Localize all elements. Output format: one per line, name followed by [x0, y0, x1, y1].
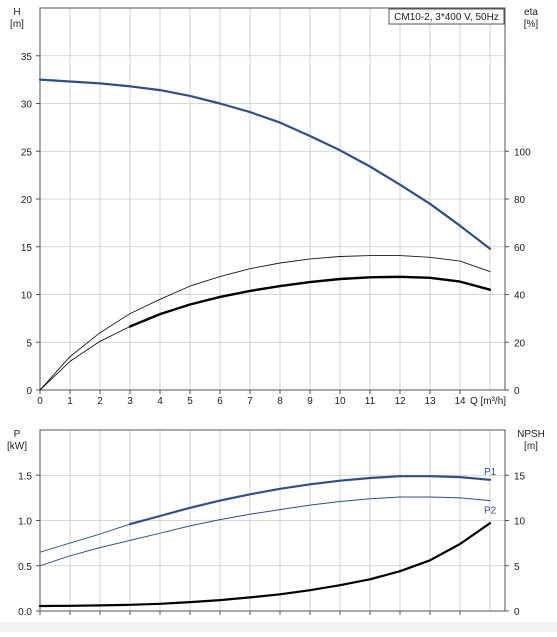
y-right-tick-label: 15	[514, 471, 526, 482]
y-right-tick-label: 60	[514, 243, 526, 254]
y-left-tick-label: 1.0	[18, 517, 32, 528]
x-tick-label: 0	[37, 396, 43, 407]
y-left-axis-unit: [kW]	[7, 441, 27, 452]
y-right-tick-label: 80	[514, 195, 526, 206]
x-tick-label: 3	[127, 396, 133, 407]
x-tick-label: 9	[307, 396, 313, 407]
x-tick-label: 1	[67, 396, 73, 407]
x-tick-label: 5	[187, 396, 193, 407]
y-right-tick-label: 20	[514, 338, 526, 349]
y-right-axis-unit: [m]	[524, 441, 538, 452]
y-left-tick-label: 35	[21, 52, 33, 63]
series-line-p1	[39, 523, 131, 553]
y-right-axis-label: NPSH	[517, 429, 545, 440]
y-left-tick-label: 10	[21, 291, 33, 302]
y-left-axis-label: P	[14, 429, 21, 440]
y-left-tick-label: 15	[21, 243, 33, 254]
y-left-tick-label: 0.5	[18, 562, 32, 573]
y-right-tick-label: 40	[514, 291, 526, 302]
bottom-strip	[0, 622, 557, 632]
y-left-tick-label: 30	[21, 100, 33, 111]
y-left-tick-label: 1.5	[18, 471, 32, 482]
series-line-curve-4	[38, 522, 492, 608]
y-left-tick-label: 5	[26, 338, 32, 349]
y-right-axis-unit: [%]	[524, 19, 539, 30]
y-left-tick-label: 25	[21, 147, 33, 158]
x-tick-label: 13	[424, 396, 436, 407]
series-line-curve-4	[128, 275, 492, 328]
y-left-tick-label: 20	[21, 195, 33, 206]
y-left-tick-label: 0.0	[18, 607, 32, 618]
y-right-tick-label: 100	[514, 147, 531, 158]
x-axis-label: Q [m³/h]	[470, 396, 506, 407]
series-line-p2	[39, 496, 491, 567]
y-right-tick-label: 5	[514, 562, 520, 573]
chart-title: CM10-2, 3*400 V, 50Hz	[394, 12, 499, 23]
y-left-axis-label: H	[13, 7, 20, 18]
chart-panel-1	[36, 7, 509, 394]
y-left-axis-unit: [m]	[10, 19, 24, 30]
series-line-curve-2	[39, 255, 491, 391]
series-line-p1	[128, 475, 492, 526]
x-tick-label: 6	[217, 396, 223, 407]
y-right-tick-label: 0	[514, 386, 520, 397]
y-right-axis-label: eta	[524, 7, 538, 18]
x-tick-label: 2	[97, 396, 103, 407]
x-tick-label: 4	[157, 396, 163, 407]
y-right-tick-label: 10	[514, 517, 526, 528]
x-tick-label: 11	[365, 396, 376, 407]
y-left-tick-label: 0	[26, 386, 32, 397]
chart-panel-2	[36, 429, 509, 615]
series-line-curve-1	[38, 78, 492, 250]
y-right-tick-label: 0	[514, 607, 520, 618]
series-line-curve-3	[39, 326, 131, 391]
x-tick-label: 10	[334, 396, 346, 407]
x-tick-label: 14	[454, 396, 466, 407]
x-tick-label: 12	[394, 396, 406, 407]
series-label-p2: P2	[484, 506, 497, 517]
chart-title-box	[388, 8, 505, 25]
x-tick-label: 8	[277, 396, 283, 407]
x-tick-label: 7	[247, 396, 253, 407]
series-label-p1: P1	[484, 467, 497, 478]
